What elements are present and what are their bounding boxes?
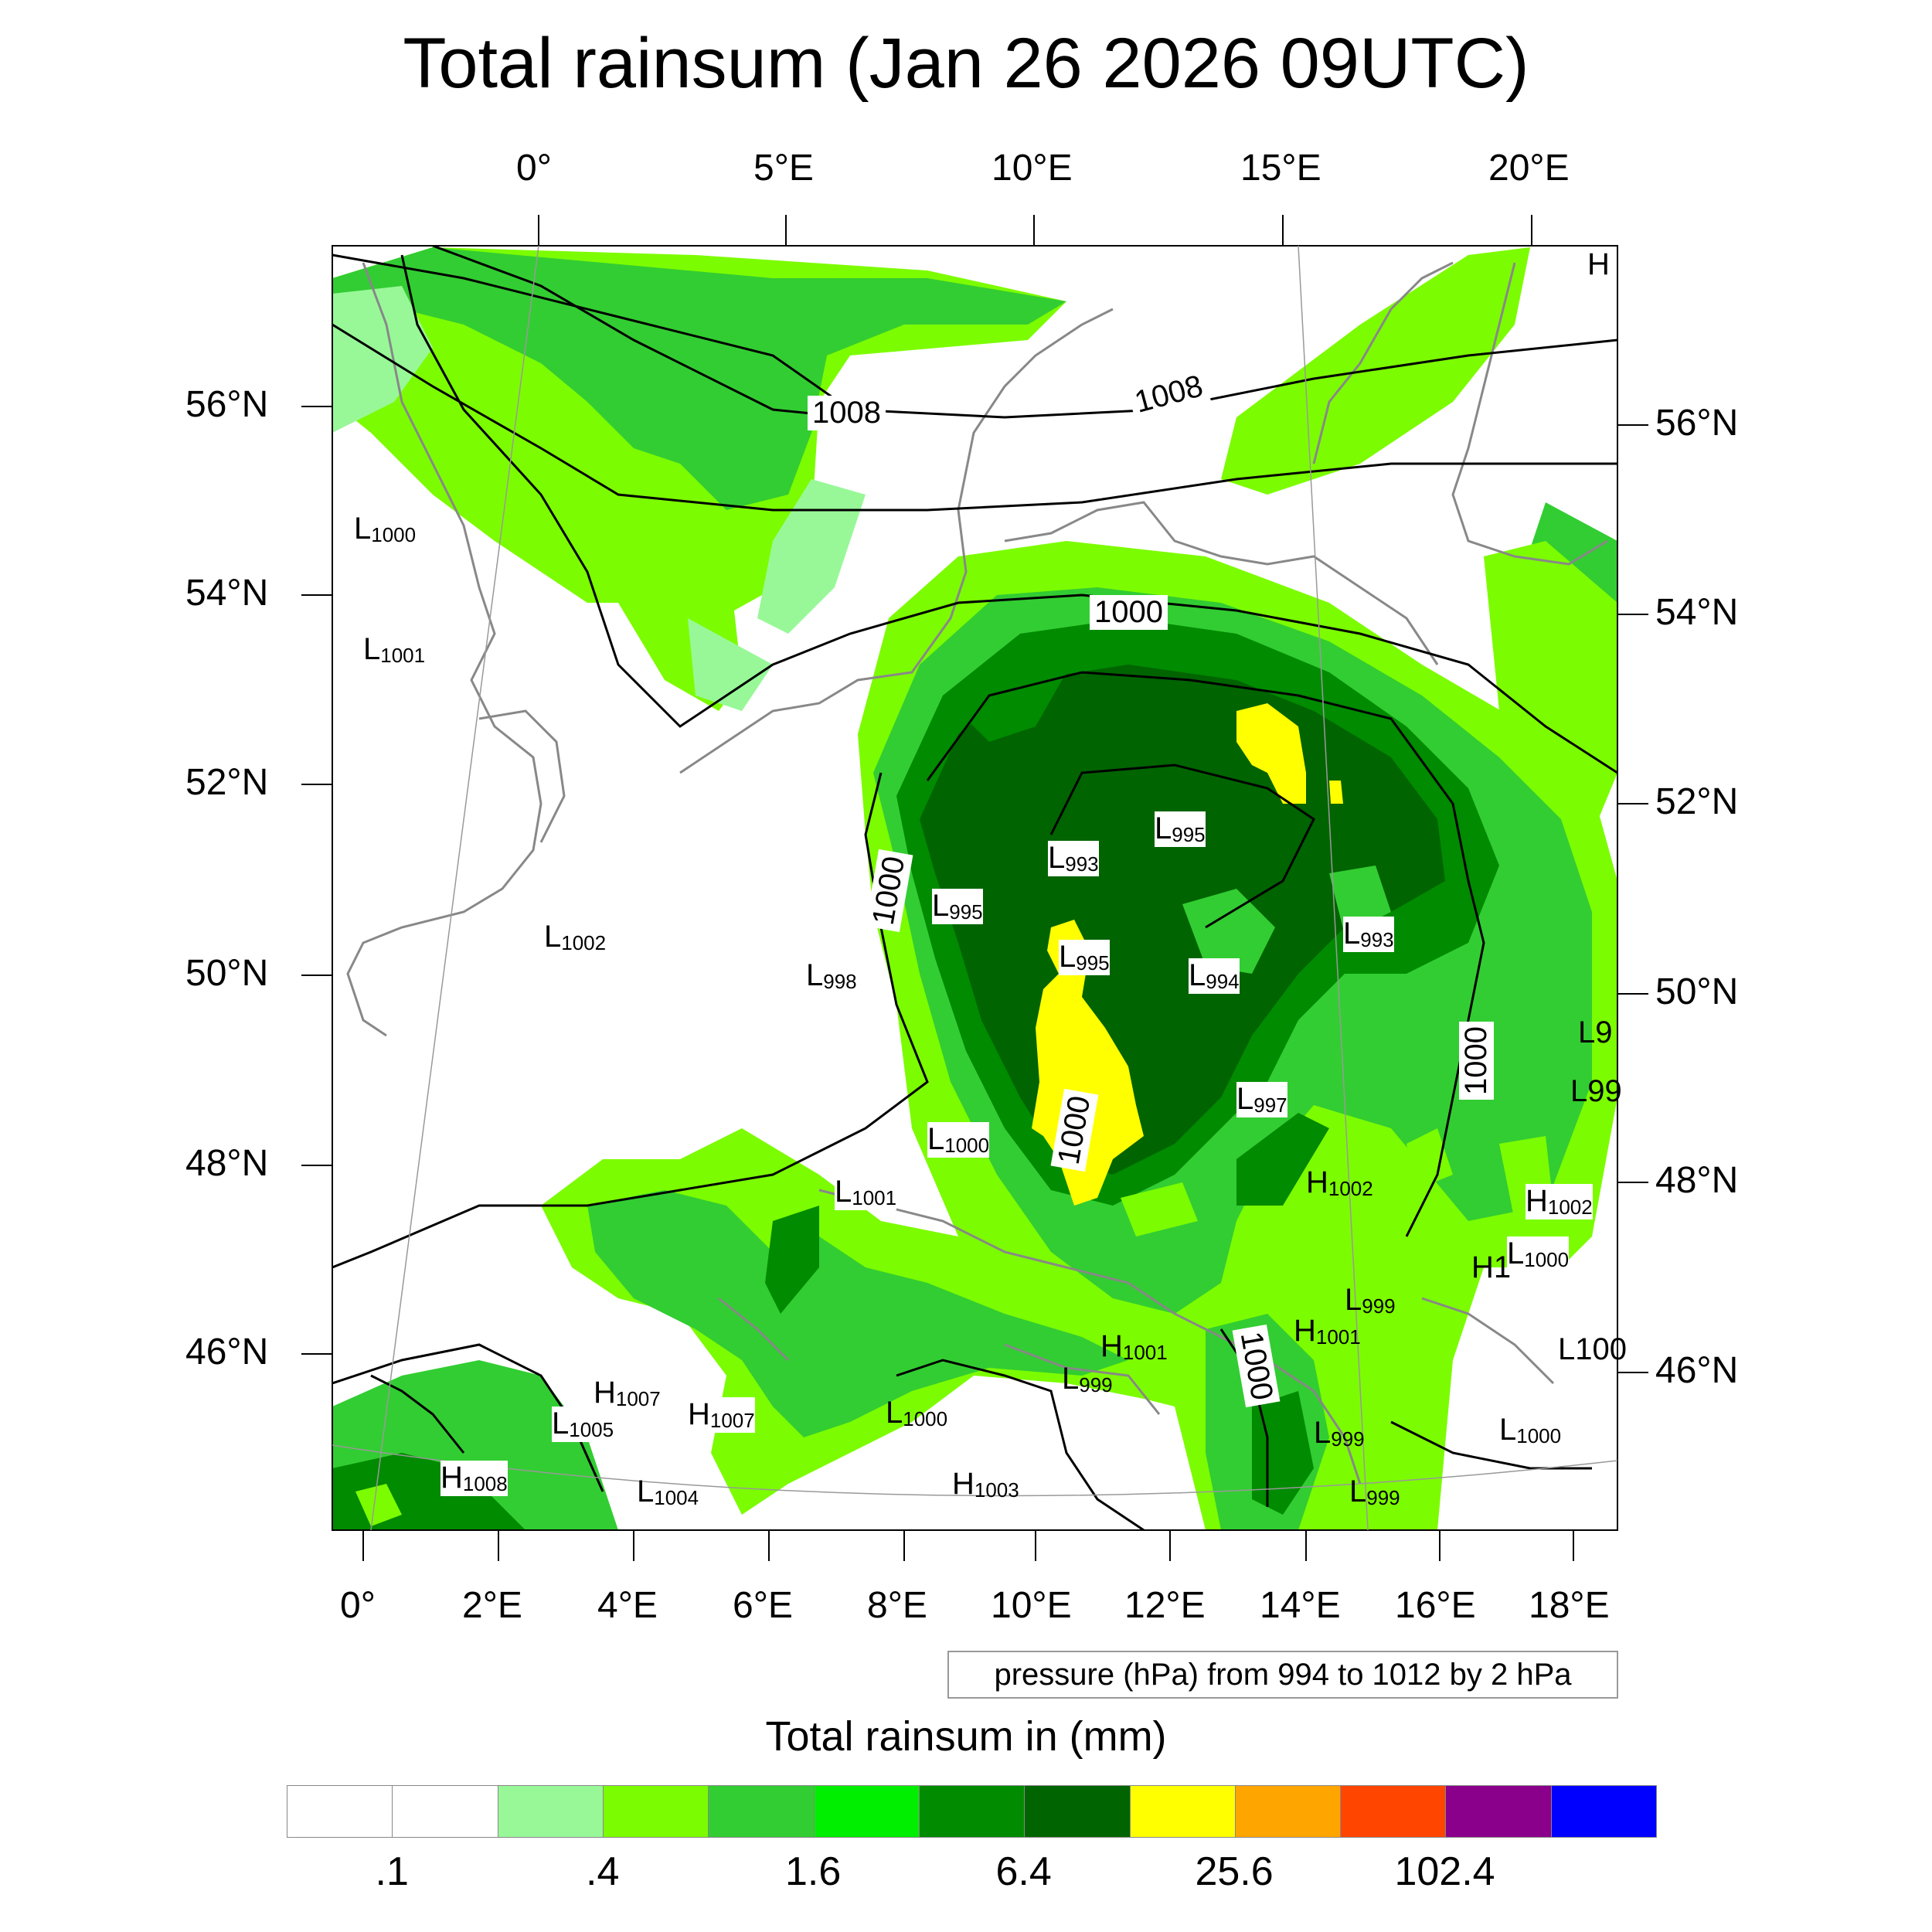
bottom-lon-label: 2°E <box>462 1585 522 1626</box>
colorbar-swatch <box>1024 1786 1130 1837</box>
colorbar-label: 1.6 <box>784 1849 842 1894</box>
colorbar-title: Total rainsum in (mm) <box>765 1713 1167 1760</box>
pressure-contour-note: pressure (hPa) from 994 to 1012 by 2 hPa <box>947 1651 1618 1699</box>
left-lat-label: 48°N <box>185 1143 269 1184</box>
edge-pressure-mark: L9 <box>1578 1015 1613 1049</box>
top-lon-label: 20°E <box>1488 148 1570 189</box>
right-lat-label: 52°N <box>1655 781 1739 822</box>
pressure-center: L993 <box>1048 841 1099 877</box>
pressure-center: L997 <box>1236 1082 1287 1118</box>
colorbar-label: 25.6 <box>1195 1849 1274 1894</box>
precipitation-field <box>332 246 1617 1530</box>
pressure-center: L1002 <box>544 920 607 955</box>
pressure-center: L1000 <box>354 512 417 547</box>
right-lat-label: 56°N <box>1655 403 1739 444</box>
pressure-center: L995 <box>1155 811 1206 848</box>
colorbar-swatch <box>1340 1786 1446 1837</box>
pressure-center: H1007 <box>594 1376 661 1412</box>
pressure-center: H1002 <box>1306 1165 1373 1201</box>
colorbar-label: 6.4 <box>995 1849 1052 1894</box>
pressure-center: L1000 <box>886 1396 948 1431</box>
top-lon-label: 10°E <box>992 148 1073 189</box>
pressure-center: L1000 <box>1499 1413 1562 1448</box>
colorbar-swatch <box>287 1786 393 1837</box>
bottom-lon-label: 16°E <box>1395 1585 1476 1626</box>
edge-pressure-mark: L99 <box>1570 1074 1622 1108</box>
pressure-center: H1008 <box>440 1461 508 1497</box>
bottom-lon-label: 12°E <box>1124 1585 1206 1626</box>
edge-pressure-mark: L100 <box>1558 1332 1627 1366</box>
pressure-center: L998 <box>806 958 857 995</box>
top-lon-label: 15°E <box>1240 148 1321 189</box>
map-title: Total rainsum (Jan 26 2026 09UTC) <box>403 24 1529 103</box>
pressure-center: L1005 <box>552 1406 614 1443</box>
pressure-center: L999 <box>1314 1416 1365 1451</box>
graticule <box>332 245 1618 1531</box>
colorbar-swatch <box>708 1786 814 1837</box>
pressure-center: L993 <box>1343 917 1394 953</box>
left-lat-label: 56°N <box>185 384 269 425</box>
colorbar-swatch <box>1550 1786 1657 1837</box>
pressure-center: H1003 <box>952 1467 1019 1502</box>
axis-ticks <box>301 215 1648 1561</box>
left-lat-label: 52°N <box>185 762 269 803</box>
colorbar-swatch <box>392 1786 498 1837</box>
colorbar-swatch <box>813 1786 919 1837</box>
right-lat-label: 48°N <box>1655 1160 1739 1201</box>
map-frame <box>332 245 1618 1531</box>
coastlines <box>346 261 1608 1485</box>
colorbar-swatch <box>1129 1786 1235 1837</box>
bottom-lon-label: 4°E <box>597 1585 658 1626</box>
pressure-center: L995 <box>932 889 983 925</box>
bottom-lon-label: 18°E <box>1529 1585 1610 1626</box>
pressure-center: H1001 <box>1100 1329 1168 1365</box>
bottom-lon-label: 6°E <box>733 1585 793 1626</box>
pressure-center: H1001 <box>1294 1314 1361 1349</box>
colorbar-label: .1 <box>375 1849 409 1894</box>
top-lon-label: 0° <box>516 148 552 189</box>
pressure-center: L999 <box>1062 1362 1113 1397</box>
edge-pressure-mark: H1 <box>1471 1250 1512 1284</box>
left-lat-label: 46°N <box>185 1332 269 1372</box>
right-lat-label: 54°N <box>1655 592 1739 633</box>
bottom-lon-label: 8°E <box>867 1585 927 1626</box>
isobar-label: 1000 <box>1458 1022 1494 1100</box>
pressure-center: L999 <box>1349 1475 1400 1510</box>
pressure-center: L999 <box>1345 1283 1396 1318</box>
bottom-lon-label: 0° <box>340 1585 376 1626</box>
isobar-label: 1000 <box>1090 595 1168 630</box>
pressure-center: L1000 <box>1507 1236 1570 1273</box>
colorbar-swatch <box>1445 1786 1551 1837</box>
pressure-center: L994 <box>1189 958 1240 995</box>
colorbar-label: 102.4 <box>1394 1849 1495 1894</box>
colorbar-swatch <box>497 1786 603 1837</box>
edge-pressure-mark: H <box>1587 247 1610 281</box>
isobar-label: 1008 <box>808 396 886 430</box>
colorbar-swatch <box>1234 1786 1341 1837</box>
isobars <box>332 246 1617 1530</box>
left-lat-label: 54°N <box>185 573 269 614</box>
pressure-center: L995 <box>1059 940 1110 976</box>
pressure-center: H1002 <box>1526 1184 1593 1220</box>
bottom-lon-label: 14°E <box>1260 1585 1341 1626</box>
bottom-lon-label: 10°E <box>991 1585 1072 1626</box>
pressure-center: L1001 <box>835 1175 897 1211</box>
colorbar-swatch <box>602 1786 709 1837</box>
colorbar-swatch <box>918 1786 1025 1837</box>
top-lon-label: 5°E <box>753 148 814 189</box>
colorbar <box>287 1785 1657 1838</box>
pressure-center: L1000 <box>927 1122 990 1158</box>
left-lat-label: 50°N <box>185 953 269 994</box>
pressure-center: L1004 <box>637 1475 699 1510</box>
pressure-center: H1007 <box>688 1397 755 1434</box>
colorbar-label: .4 <box>586 1849 620 1894</box>
right-lat-label: 46°N <box>1655 1350 1739 1391</box>
pressure-center: L1001 <box>363 632 426 668</box>
right-lat-label: 50°N <box>1655 971 1739 1012</box>
